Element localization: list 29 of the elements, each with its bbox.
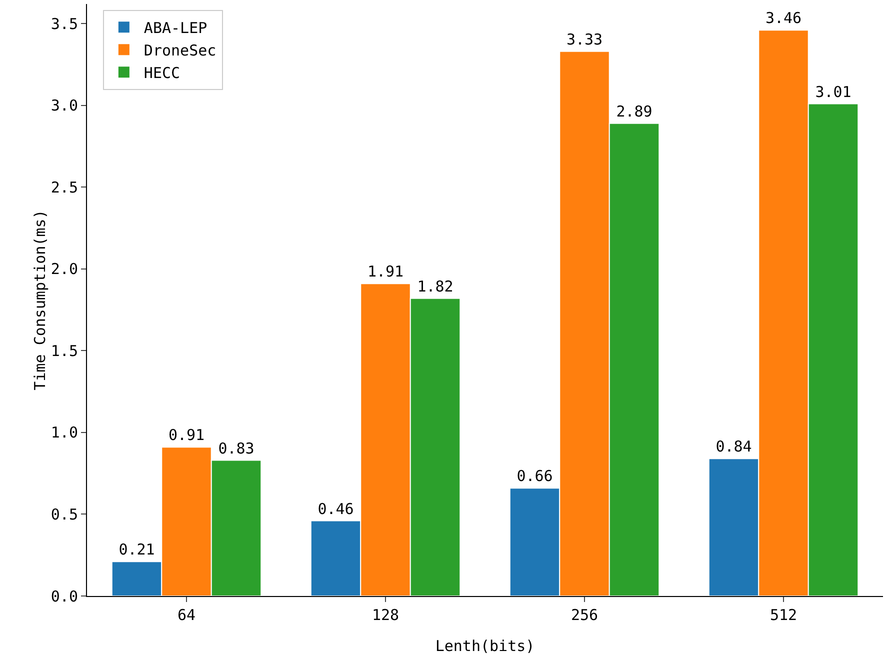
x-tick-label: 128 — [372, 606, 400, 624]
data-label: 0.46 — [318, 500, 354, 518]
data-label: 0.66 — [516, 467, 553, 486]
legend-label: HECC — [144, 64, 180, 82]
y-tick-label: 2.0 — [50, 260, 78, 278]
legend-label: ABA-LEP — [144, 19, 208, 38]
data-label: 3.46 — [765, 9, 802, 28]
y-axis-title: Time Consumption(ms) — [30, 210, 49, 390]
y-tick-label: 1.5 — [50, 342, 78, 360]
y-tick-label: 1.0 — [50, 424, 78, 442]
y-tick-label: 3.5 — [50, 14, 78, 33]
x-tick-label: 512 — [770, 606, 798, 624]
data-label: 1.82 — [417, 277, 454, 296]
y-tick-label: 3.0 — [50, 96, 78, 115]
data-label: 1.91 — [367, 262, 404, 281]
y-tick-label: 0.0 — [50, 587, 78, 606]
data-label: 3.01 — [815, 82, 852, 101]
data-label: 0.84 — [716, 438, 752, 456]
x-axis-title: Lenth(bits) — [435, 637, 535, 655]
data-label: 3.33 — [566, 30, 603, 48]
y-tick-label: 2.5 — [50, 178, 78, 196]
x-tick-label: 256 — [570, 606, 598, 624]
y-tick-label: 0.5 — [50, 505, 78, 524]
data-label: 0.91 — [168, 426, 205, 444]
x-tick-label: 64 — [177, 606, 196, 624]
data-label: 2.89 — [616, 102, 652, 120]
legend-label: DroneSec — [144, 42, 216, 60]
data-label: 0.21 — [118, 540, 155, 559]
data-label: 0.83 — [218, 439, 254, 458]
